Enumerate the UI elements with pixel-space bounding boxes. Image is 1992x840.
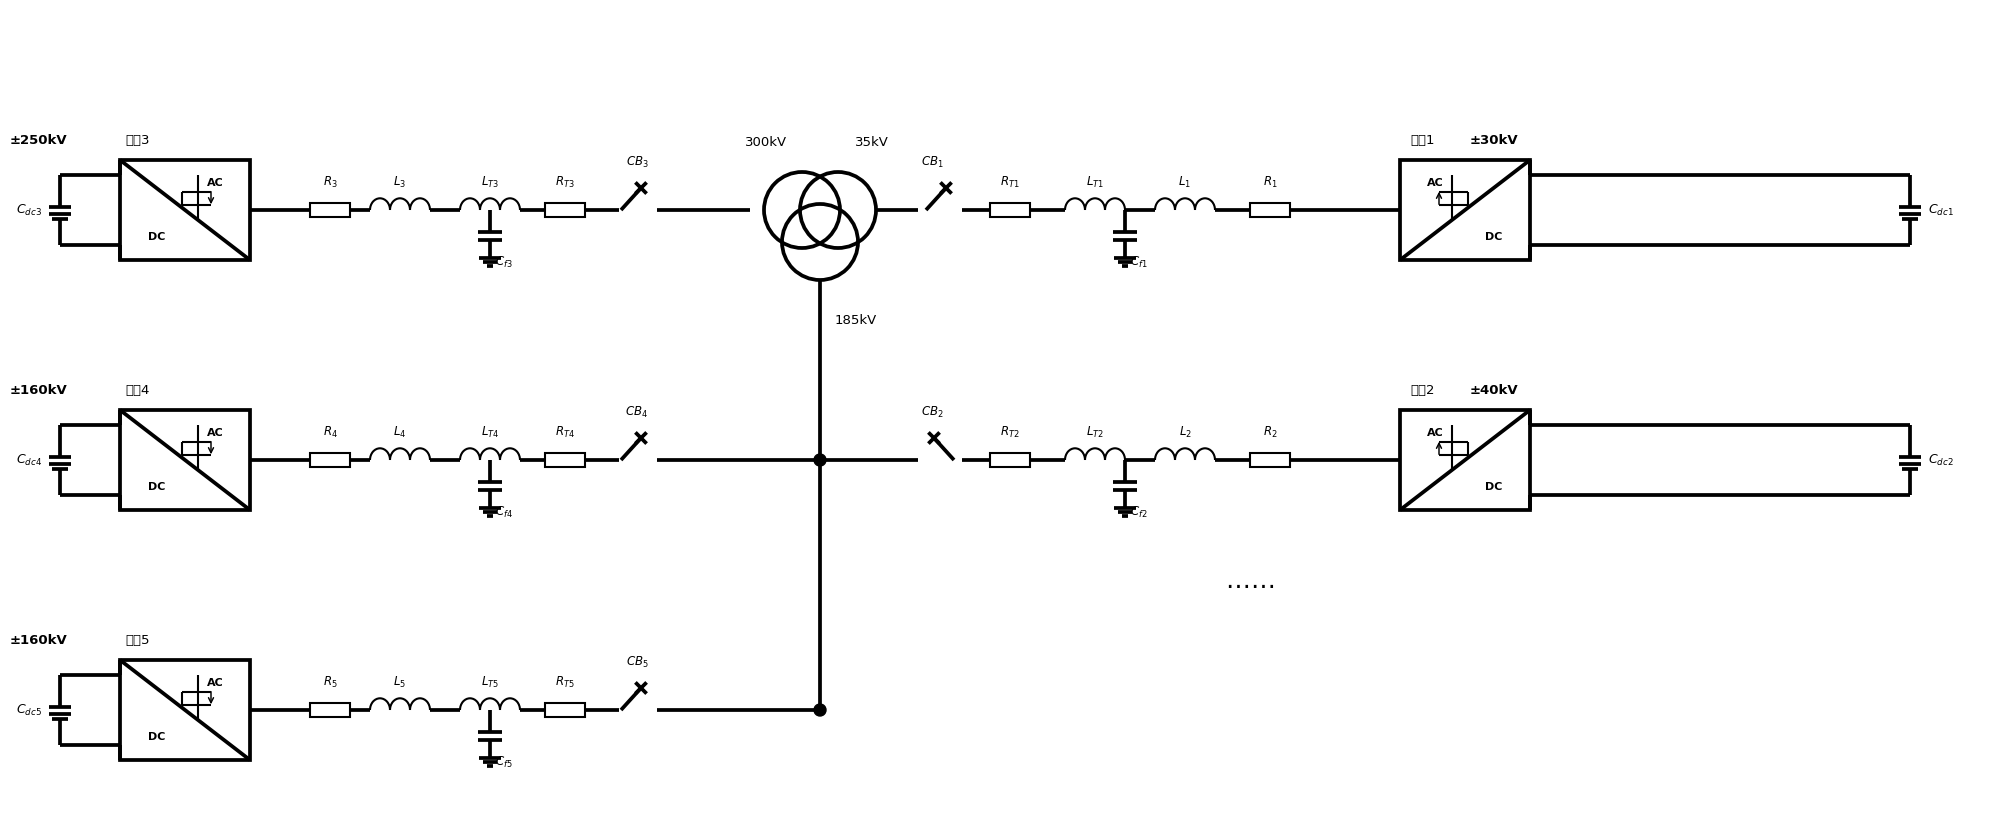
Text: $CB_1$: $CB_1$ xyxy=(920,155,944,170)
Bar xyxy=(546,453,586,467)
Text: ±160kV: ±160kV xyxy=(10,633,68,647)
Text: AC: AC xyxy=(207,678,223,688)
Text: $CB_3$: $CB_3$ xyxy=(625,155,649,170)
Bar xyxy=(990,453,1030,467)
Text: $L_4$: $L_4$ xyxy=(392,424,406,439)
Text: ±160kV: ±160kV xyxy=(10,384,68,396)
Text: 300kV: 300kV xyxy=(745,135,787,149)
Bar xyxy=(311,703,351,717)
Text: AC: AC xyxy=(207,178,223,188)
Text: $L_2$: $L_2$ xyxy=(1179,424,1191,439)
Text: $R_{T1}$: $R_{T1}$ xyxy=(1000,175,1020,190)
Bar xyxy=(546,203,586,217)
Text: $L_{T3}$: $L_{T3}$ xyxy=(480,175,500,190)
Bar xyxy=(120,410,251,510)
Text: 端口1: 端口1 xyxy=(1410,134,1434,146)
Bar xyxy=(1400,410,1530,510)
Text: $C_{f1}$: $C_{f1}$ xyxy=(1129,255,1147,270)
Text: 端口3: 端口3 xyxy=(125,134,149,146)
Text: $C_{f4}$: $C_{f4}$ xyxy=(494,505,512,520)
Text: DC: DC xyxy=(1484,482,1502,492)
Text: $L_1$: $L_1$ xyxy=(1179,175,1191,190)
Bar xyxy=(546,703,586,717)
Text: ±30kV: ±30kV xyxy=(1470,134,1518,146)
Text: AC: AC xyxy=(1426,428,1444,438)
Text: $R_4$: $R_4$ xyxy=(323,424,337,439)
Text: ±40kV: ±40kV xyxy=(1470,384,1518,396)
Text: $C_{dc1}$: $C_{dc1}$ xyxy=(1928,202,1954,218)
Bar xyxy=(120,660,251,760)
Bar xyxy=(990,203,1030,217)
Text: 端口5: 端口5 xyxy=(125,633,149,647)
Text: $C_{dc5}$: $C_{dc5}$ xyxy=(16,702,42,717)
Circle shape xyxy=(815,704,827,716)
Text: $R_2$: $R_2$ xyxy=(1263,424,1277,439)
Text: AC: AC xyxy=(207,428,223,438)
Text: $R_5$: $R_5$ xyxy=(323,675,337,690)
Text: $R_3$: $R_3$ xyxy=(323,175,337,190)
Text: ±250kV: ±250kV xyxy=(10,134,68,146)
Text: $CB_5$: $CB_5$ xyxy=(625,654,647,669)
Text: DC: DC xyxy=(1484,232,1502,242)
Bar xyxy=(311,203,351,217)
Text: 35kV: 35kV xyxy=(855,135,888,149)
Text: $C_{f3}$: $C_{f3}$ xyxy=(494,255,512,270)
Text: AC: AC xyxy=(1426,178,1444,188)
Text: $R_{T5}$: $R_{T5}$ xyxy=(556,675,576,690)
Text: $C_{dc3}$: $C_{dc3}$ xyxy=(16,202,42,218)
Text: 185kV: 185kV xyxy=(835,313,876,327)
Text: $L_{T1}$: $L_{T1}$ xyxy=(1086,175,1104,190)
Text: $C_{dc4}$: $C_{dc4}$ xyxy=(16,453,42,468)
Bar xyxy=(1400,160,1530,260)
Text: $\cdots\cdots$: $\cdots\cdots$ xyxy=(1225,573,1275,597)
Text: $C_{f2}$: $C_{f2}$ xyxy=(1129,505,1147,520)
Text: DC: DC xyxy=(147,232,165,242)
Text: $L_{T2}$: $L_{T2}$ xyxy=(1086,424,1104,439)
Text: $R_{T2}$: $R_{T2}$ xyxy=(1000,424,1020,439)
Text: 端口4: 端口4 xyxy=(125,384,149,396)
Text: $CB_4$: $CB_4$ xyxy=(625,404,649,419)
Text: $L_3$: $L_3$ xyxy=(394,175,406,190)
Text: $R_{T4}$: $R_{T4}$ xyxy=(556,424,576,439)
Text: 端口2: 端口2 xyxy=(1410,384,1434,396)
Bar xyxy=(1251,453,1291,467)
Text: $R_1$: $R_1$ xyxy=(1263,175,1277,190)
Text: DC: DC xyxy=(147,482,165,492)
Text: $C_{dc2}$: $C_{dc2}$ xyxy=(1928,453,1954,468)
Bar xyxy=(1251,203,1291,217)
Text: $CB_2$: $CB_2$ xyxy=(920,404,944,419)
Text: DC: DC xyxy=(147,732,165,742)
Circle shape xyxy=(815,454,827,466)
Text: $R_{T3}$: $R_{T3}$ xyxy=(556,175,576,190)
Text: $C_{f5}$: $C_{f5}$ xyxy=(494,754,512,769)
Text: $L_{T5}$: $L_{T5}$ xyxy=(480,675,500,690)
Text: $L_5$: $L_5$ xyxy=(394,675,406,690)
Bar xyxy=(120,160,251,260)
Text: $L_{T4}$: $L_{T4}$ xyxy=(480,424,500,439)
Bar xyxy=(311,453,351,467)
